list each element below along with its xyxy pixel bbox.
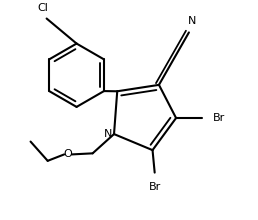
Text: N: N	[188, 16, 196, 26]
Text: N: N	[103, 129, 112, 139]
Text: Br: Br	[212, 113, 225, 123]
Text: Br: Br	[149, 182, 161, 192]
Text: O: O	[64, 149, 72, 160]
Text: Cl: Cl	[37, 3, 48, 13]
